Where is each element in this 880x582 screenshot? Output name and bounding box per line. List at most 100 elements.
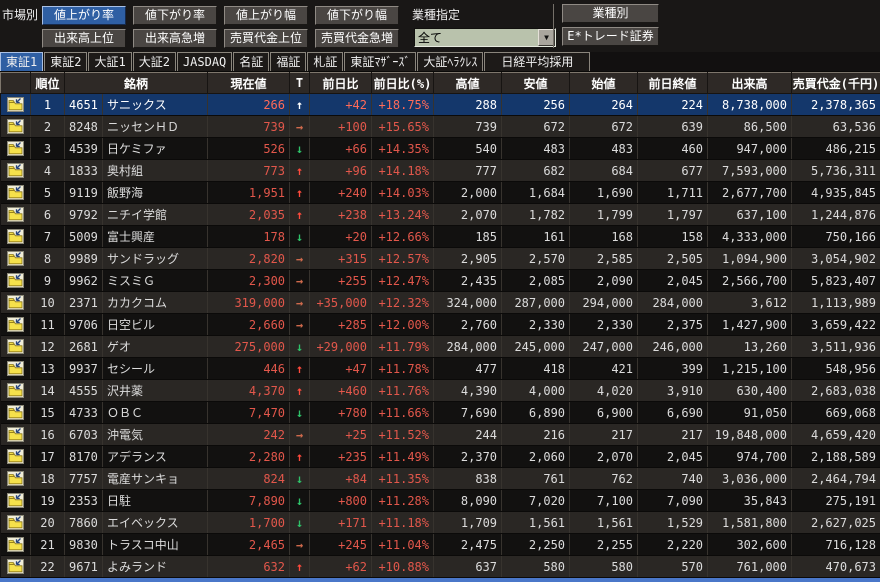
name-cell: 日駐	[103, 490, 208, 512]
market-tab[interactable]: 名証	[233, 52, 269, 71]
folder-icon[interactable]	[1, 424, 31, 446]
folder-icon[interactable]	[1, 556, 31, 578]
open-cell: 7,100	[570, 490, 638, 512]
industry-select[interactable]: 全て ▼	[414, 28, 556, 47]
rank-button[interactable]: 出来高上位	[42, 29, 126, 48]
header-open[interactable]: 始値	[570, 73, 638, 94]
header-volume[interactable]: 出来高	[708, 73, 792, 94]
market-tab[interactable]: 日経平均採用	[484, 52, 590, 71]
header-tick[interactable]: T	[290, 73, 310, 94]
folder-icon[interactable]	[1, 292, 31, 314]
percent-cell: +12.32%	[372, 292, 434, 314]
rank-button[interactable]: 売買代金上位	[224, 29, 308, 48]
header-prev-close[interactable]: 前日終値	[638, 73, 708, 94]
folder-icon[interactable]	[1, 270, 31, 292]
folder-icon[interactable]	[1, 226, 31, 248]
price-cell: 526	[208, 138, 290, 160]
folder-icon[interactable]	[1, 380, 31, 402]
header-change[interactable]: 前日比	[310, 73, 372, 94]
market-tab[interactable]: 大証ﾍﾗｸﾚｽ	[417, 52, 483, 71]
market-tab[interactable]: 札証	[307, 52, 343, 71]
header-value[interactable]: 売買代金(千円)	[792, 73, 880, 94]
folder-icon[interactable]	[1, 512, 31, 534]
rank-button[interactable]: 値下がり幅	[315, 6, 399, 25]
market-tab[interactable]: 東証ﾏｻﾞｰｽﾞ	[344, 52, 416, 71]
header-rank[interactable]: 順位	[31, 73, 65, 94]
open-cell: 762	[570, 468, 638, 490]
folder-icon[interactable]	[1, 182, 31, 204]
market-tab[interactable]: 大証2	[133, 52, 176, 71]
trend-flat-icon: →	[290, 314, 310, 336]
rank-cell: 11	[31, 314, 65, 336]
market-tab[interactable]: 福証	[270, 52, 306, 71]
folder-icon[interactable]	[1, 94, 31, 116]
folder-icon[interactable]	[1, 402, 31, 424]
folder-icon[interactable]	[1, 138, 31, 160]
change-cell: +245	[310, 534, 372, 556]
header-high[interactable]: 高値	[434, 73, 502, 94]
low-cell: 483	[502, 138, 570, 160]
market-tab[interactable]: 東証2	[44, 52, 87, 71]
market-tab[interactable]: 大証1	[88, 52, 131, 71]
market-tab[interactable]: 東証1	[0, 52, 43, 71]
folder-icon[interactable]	[1, 446, 31, 468]
folder-icon[interactable]	[1, 534, 31, 556]
folder-icon[interactable]	[1, 490, 31, 512]
folder-icon[interactable]	[1, 116, 31, 138]
volume-cell: 1,427,900	[708, 314, 792, 336]
header-name[interactable]: 銘柄	[65, 73, 208, 94]
rank-button[interactable]: 値下がり率	[133, 6, 217, 25]
folder-icon[interactable]	[1, 160, 31, 182]
trend-flat-icon: →	[290, 534, 310, 556]
change-cell: +47	[310, 358, 372, 380]
header-price[interactable]: 現在値	[208, 73, 290, 94]
rank-button[interactable]: 出来高急増	[133, 29, 217, 48]
change-cell: +171	[310, 512, 372, 534]
prev-close-cell: 2,505	[638, 248, 708, 270]
header-low[interactable]: 安値	[502, 73, 570, 94]
low-cell: 761	[502, 468, 570, 490]
market-tab[interactable]: JASDAQ	[177, 52, 232, 71]
name-cell: ＯＢＣ	[103, 402, 208, 424]
broker-button[interactable]: E*トレード証券	[562, 27, 659, 46]
folder-icon[interactable]	[1, 314, 31, 336]
folder-icon[interactable]	[1, 358, 31, 380]
rank-button[interactable]: 値上がり幅	[224, 6, 308, 25]
industry-detail-button[interactable]: 業種別	[562, 4, 659, 23]
open-cell: 247,000	[570, 336, 638, 358]
rank-button[interactable]: 売買代金急増	[315, 29, 399, 48]
code-cell: 1833	[65, 160, 103, 182]
change-cell: +100	[310, 116, 372, 138]
volume-cell: 761,000	[708, 556, 792, 578]
folder-icon[interactable]	[1, 336, 31, 358]
folder-icon[interactable]	[1, 468, 31, 490]
header-change-pct[interactable]: 前日比(%)	[372, 73, 434, 94]
folder-icon[interactable]	[1, 204, 31, 226]
rank-button[interactable]: 値上がり率	[42, 6, 126, 25]
percent-cell: +14.35%	[372, 138, 434, 160]
name-cell: ニチイ学館	[103, 204, 208, 226]
folder-icon[interactable]	[1, 248, 31, 270]
